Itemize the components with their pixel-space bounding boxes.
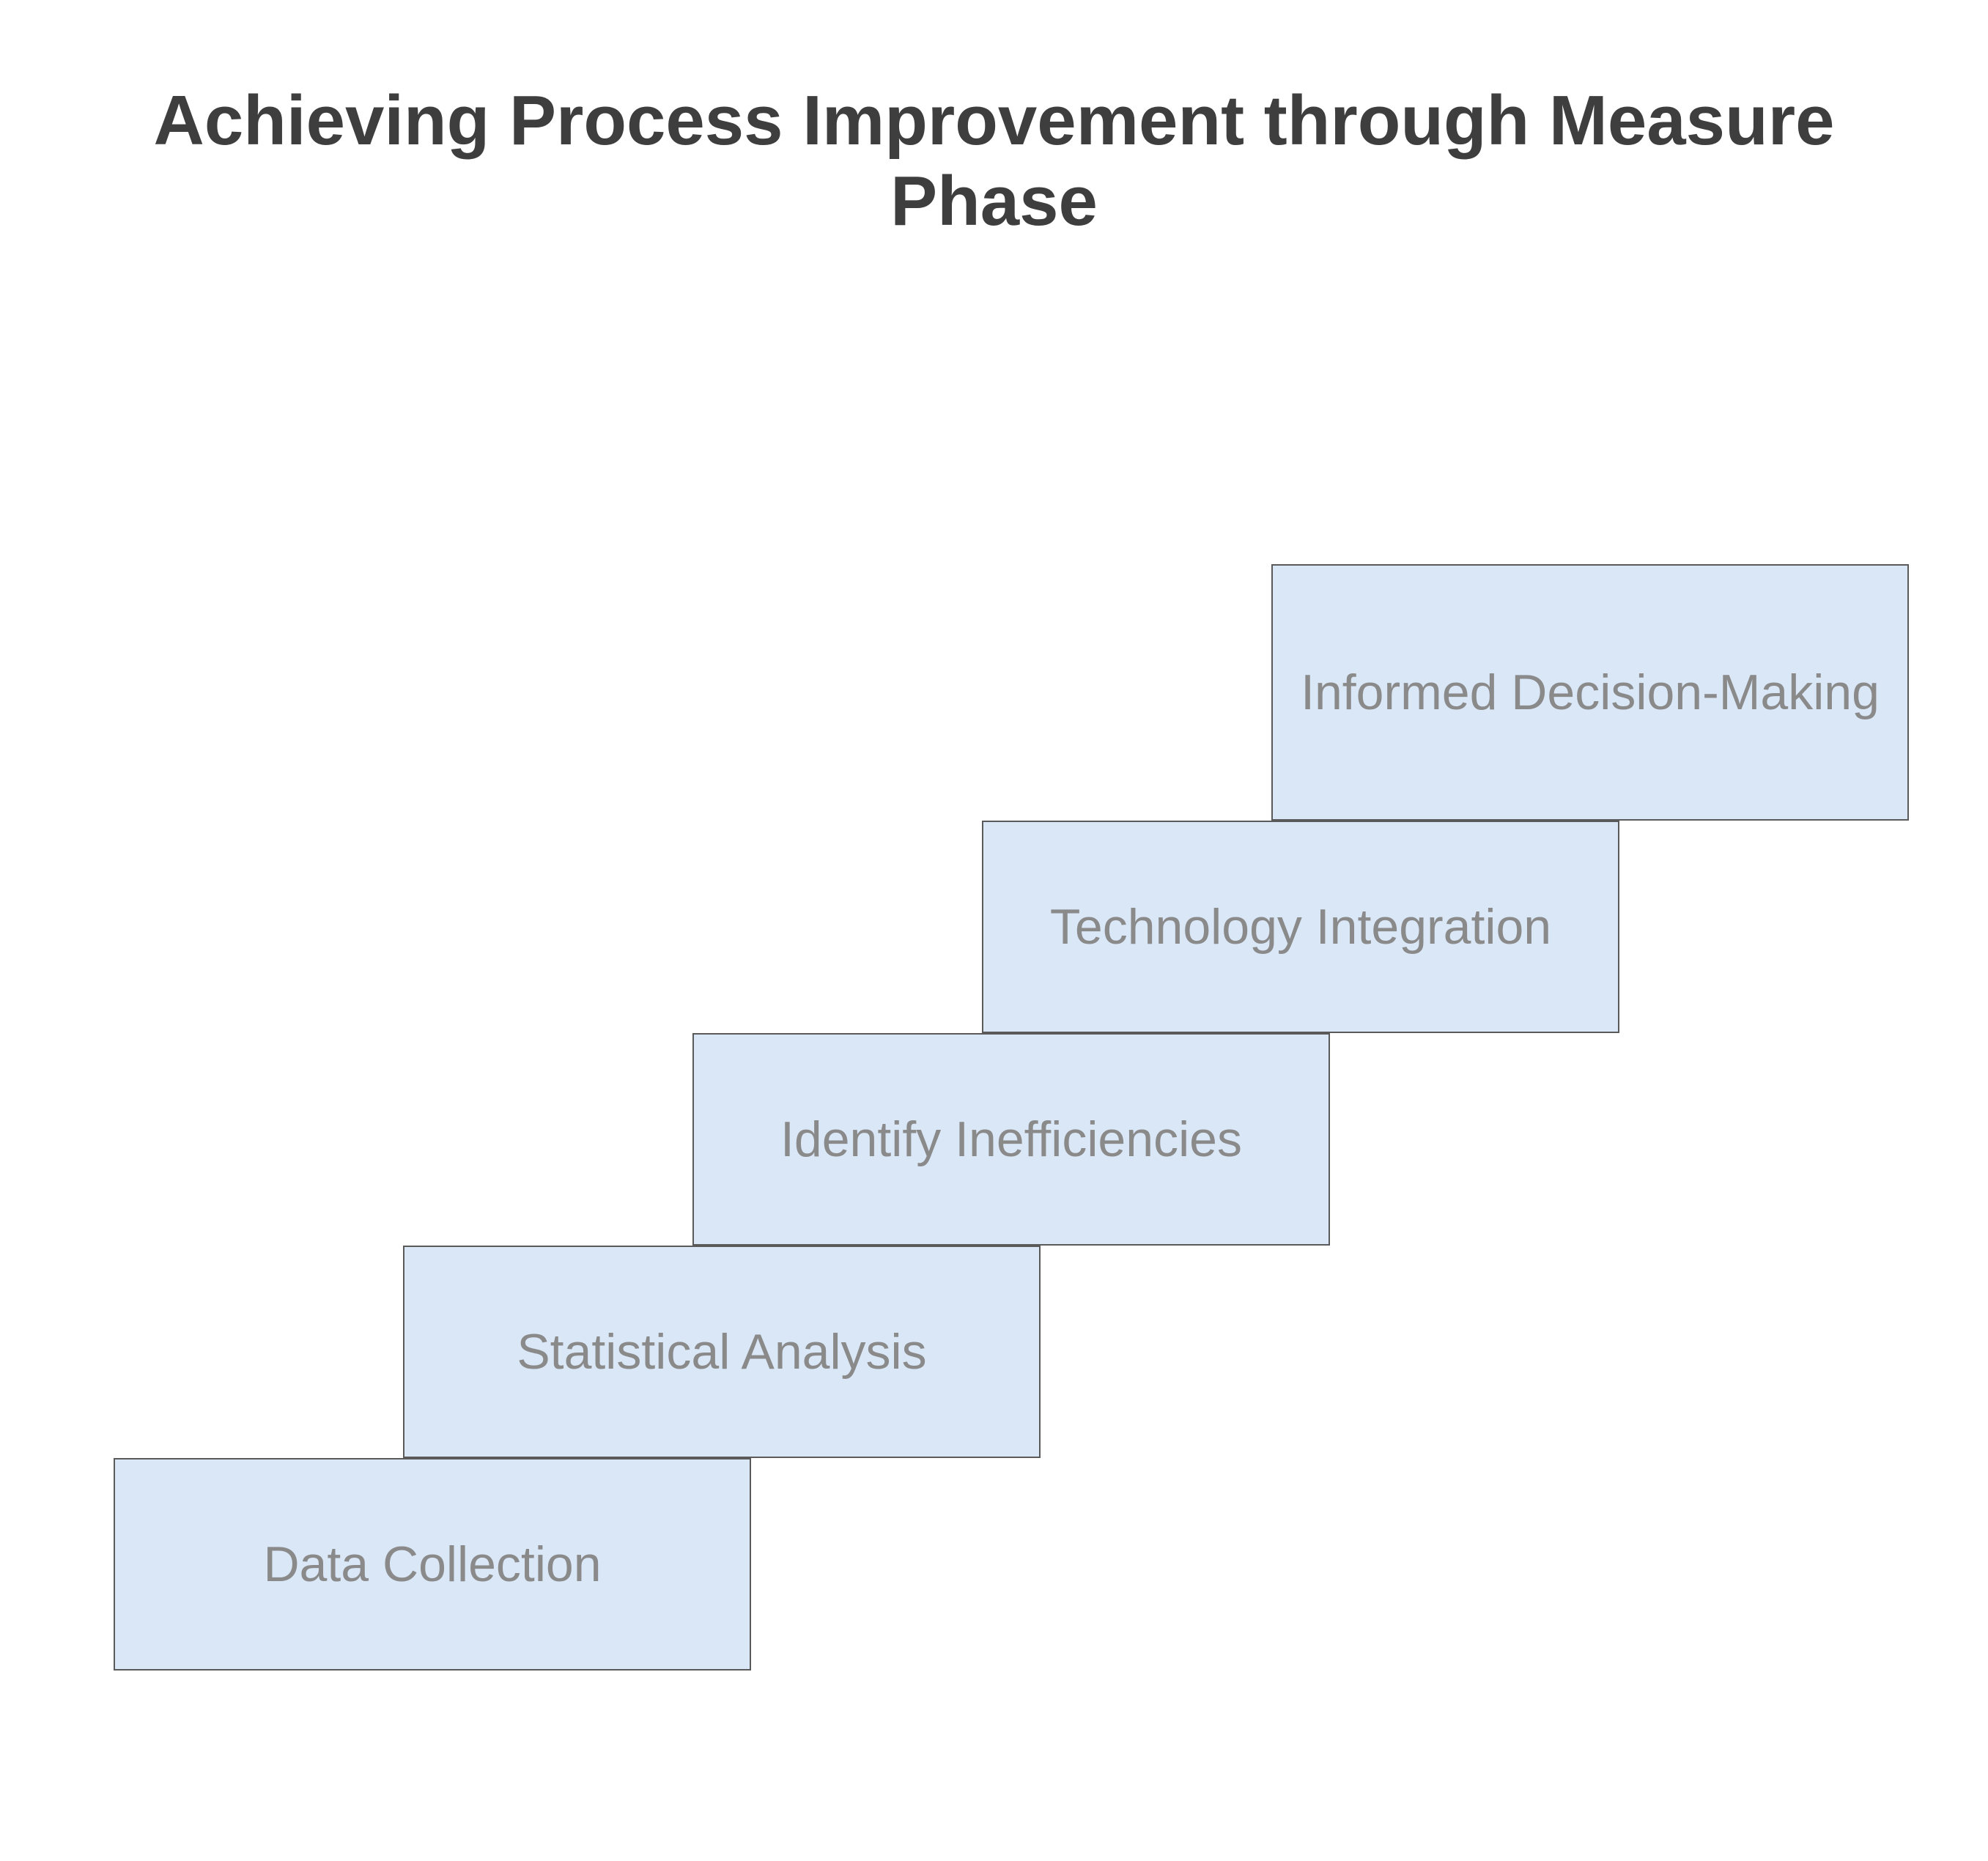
step-box-3: Identify Inefficiencies xyxy=(692,1033,1330,1246)
diagram-title: Achieving Process Improvement through Me… xyxy=(115,81,1874,243)
step-label: Data Collection xyxy=(263,1536,601,1593)
step-label: Statistical Analysis xyxy=(517,1323,926,1380)
step-box-1: Data Collection xyxy=(114,1458,751,1671)
step-box-2: Statistical Analysis xyxy=(403,1246,1041,1458)
step-label: Identify Inefficiencies xyxy=(780,1111,1242,1168)
step-box-4: Technology Integration xyxy=(982,821,1619,1033)
step-box-5: Informed Decision-Making xyxy=(1271,564,1909,821)
step-label: Technology Integration xyxy=(1050,898,1551,955)
step-label: Informed Decision-Making xyxy=(1301,664,1880,721)
